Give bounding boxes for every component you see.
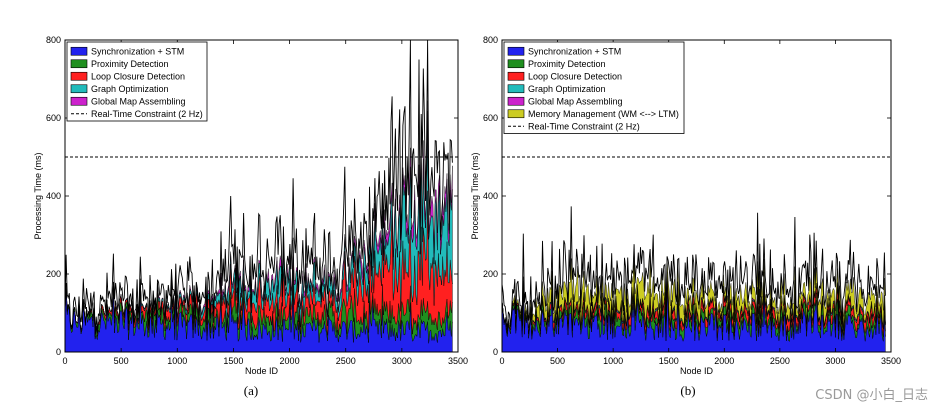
- panel-b-y-tick-200: 200: [483, 269, 498, 279]
- panel-a-y-tick-0: 0: [56, 347, 61, 357]
- panel-b-y-tick-400: 400: [483, 191, 498, 201]
- panel-b-legend-label-proximity-detection: Proximity Detection: [528, 59, 606, 69]
- panel-b-peaks: [501, 206, 886, 332]
- panel-a-legend-label-loop-closure-detection: Loop Closure Detection: [91, 71, 185, 81]
- panel-b-x-tick-1000: 1000: [603, 356, 623, 366]
- panel-b-legend-label-synchronization-stm: Synchronization + STM: [528, 46, 621, 56]
- panel-a-peaks: [64, 39, 453, 335]
- panel-b-legend-swatch-synchronization-stm: [507, 46, 525, 56]
- panel-b-x-tick-0: 0: [499, 356, 504, 366]
- panel-b-x-tick-2500: 2500: [770, 356, 790, 366]
- panel-a-y-ticks: 0 200 400 600 800: [46, 35, 458, 357]
- panel-a-legend-swatch-loop-closure-detection: [70, 71, 88, 81]
- panel-a-legend: Synchronization + STM Proximity Detection…: [66, 41, 208, 122]
- panel-a-x-tick-0: 0: [62, 356, 67, 366]
- panel-b-x-tick-1500: 1500: [659, 356, 679, 366]
- panel-b-y-tick-0: 0: [493, 347, 498, 357]
- panel-a-y-tick-800: 800: [46, 35, 61, 45]
- panel-a-y-tick-400: 400: [46, 191, 61, 201]
- panel-b-legend-swatch-global-map-assembling: [507, 96, 525, 106]
- panel-b-y-tick-600: 600: [483, 113, 498, 123]
- panel-a-legend-swatch-proximity-detection: [70, 59, 88, 69]
- panel-b-legend: Synchronization + STM Proximity Detection…: [503, 41, 685, 134]
- panel-a-caption: (a): [244, 383, 258, 398]
- panel-b-series: [501, 256, 886, 353]
- panel-b-x-axis-label: Node ID: [680, 366, 714, 376]
- panel-a-x-tick-3000: 3000: [392, 356, 412, 366]
- panel-b-x-tick-2000: 2000: [714, 356, 734, 366]
- panel-b-x-ticks: 0 500 1000 1500 2000 2500 3000 3500: [499, 40, 901, 366]
- panel-b-legend-swatch-graph-optimization: [507, 84, 525, 94]
- watermark: CSDN @小白_日志: [815, 387, 928, 403]
- panel-a-x-ticks: 0 500 1000 1500 2000 2500 3000 3500: [62, 40, 468, 366]
- panel-b-legend-box: [503, 41, 685, 134]
- panel-a-legend-label-global-map-assembling: Global Map Assembling: [91, 96, 186, 106]
- panel-b-x-tick-500: 500: [550, 356, 565, 366]
- panel-a-legend-label-synchronization-stm: Synchronization + STM: [91, 46, 184, 56]
- panel-a-y-tick-600: 600: [46, 113, 61, 123]
- panel-a-x-tick-1500: 1500: [223, 356, 243, 366]
- panel-b-y-axis-label: Processing Time (ms): [470, 152, 480, 239]
- panel-a-x-tick-2500: 2500: [336, 356, 356, 366]
- panel-a-legend-box: [66, 41, 208, 122]
- panel-a-x-tick-1000: 1000: [167, 356, 187, 366]
- panel-a-peak-envelope: [64, 39, 453, 335]
- panel-a-legend-label-graph-optimization: Graph Optimization: [91, 84, 169, 94]
- panel-a-legend-swatch-global-map-assembling: [70, 96, 88, 106]
- panel-b-legend-label-global-map-assembling: Global Map Assembling: [528, 96, 623, 106]
- panel-a-legend-swatch-synchronization-stm: [70, 46, 88, 56]
- panel-a-x-tick-500: 500: [114, 356, 129, 366]
- panel-b-caption: (b): [680, 383, 695, 398]
- panel-b-legend-label-memory-management-wm-ltm: Memory Management (WM <--> LTM): [528, 109, 679, 119]
- panel-b-area-memory-management-wm-ltm: [501, 256, 886, 334]
- panel-b-legend-swatch-proximity-detection: [507, 59, 525, 69]
- panel-b-legend-label-real-time-constraint-2-hz: Real-Time Constraint (2 Hz): [528, 121, 640, 131]
- panel-a-y-axis-label: Processing Time (ms): [33, 152, 43, 239]
- panel-b-legend-swatch-memory-management-wm-ltm: [507, 109, 525, 119]
- panel-b-legend-label-graph-optimization: Graph Optimization: [528, 84, 606, 94]
- panel-b-legend-swatch-loop-closure-detection: [507, 71, 525, 81]
- panel-a-legend-swatch-graph-optimization: [70, 84, 88, 94]
- panel-b-x-tick-3000: 3000: [825, 356, 845, 366]
- panel-b-peak-envelope: [501, 206, 886, 332]
- panel-a-x-tick-2000: 2000: [280, 356, 300, 366]
- panel-b-y-tick-800: 800: [483, 35, 498, 45]
- panel-b-x-tick-3500: 3500: [881, 356, 901, 366]
- panel-b-legend-label-loop-closure-detection: Loop Closure Detection: [528, 71, 622, 81]
- panel-a-y-tick-200: 200: [46, 269, 61, 279]
- panel-b: 0 500 1000 1500 2000 2500 3000 3500 0 200 400 600 8…: [470, 35, 901, 398]
- panel-a-x-axis-label: Node ID: [245, 366, 279, 376]
- panel-a: 0 500 1000 1500 2000 2500 3000 3500 0 200 400 600 8…: [33, 35, 468, 398]
- panel-a-x-tick-3500: 3500: [448, 356, 468, 366]
- panel-a-legend-label-real-time-constraint-2-hz: Real-Time Constraint (2 Hz): [91, 109, 203, 119]
- panel-a-legend-label-proximity-detection: Proximity Detection: [91, 59, 169, 69]
